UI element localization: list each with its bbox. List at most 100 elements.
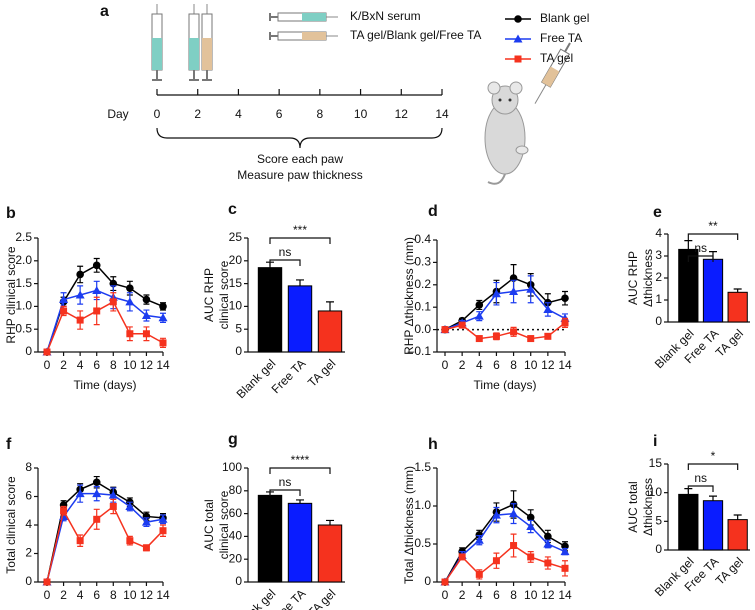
x-tick-label: 12 (140, 358, 154, 372)
marker (159, 527, 167, 535)
syringe-teal (151, 4, 163, 81)
y-tick-label: 4 (655, 226, 662, 240)
y-tick-label: 8 (25, 460, 32, 474)
marker (474, 535, 484, 544)
marker (125, 297, 135, 306)
x-tick-label: 12 (541, 588, 555, 602)
y-tick-label: 0.5 (414, 536, 431, 550)
y-axis-label: RHP clinical score (4, 246, 18, 343)
x-tick-label: TA gel (713, 326, 746, 359)
marker (526, 284, 536, 293)
panel-letter: f (6, 436, 12, 453)
error-bar (326, 301, 334, 311)
marker (159, 339, 167, 347)
y-tick-label: 1 (655, 292, 662, 306)
y-tick-label: 0 (25, 574, 32, 588)
marker (158, 514, 168, 523)
y-tick-label: 0 (655, 542, 662, 556)
y-tick-label: 20 (229, 551, 243, 565)
marker (60, 307, 68, 315)
panel-letter: c (228, 201, 237, 218)
y-tick-label: 0.0 (414, 322, 431, 336)
marker (43, 348, 51, 356)
significance-label: **** (291, 453, 310, 467)
marker (491, 289, 501, 298)
marker (59, 295, 69, 304)
y-tick-label: 0.3 (414, 255, 431, 269)
marker (109, 298, 117, 306)
timeline-tick-label: 14 (435, 107, 449, 121)
x-axis-label: Time (days) (74, 378, 137, 392)
y-tick-label: 0.5 (15, 321, 32, 335)
syringe-tan (201, 4, 213, 81)
x-tick-label: 0 (44, 358, 51, 372)
x-tick-label: 6 (93, 358, 100, 372)
legend-label: Blank gel (540, 11, 589, 25)
marker (60, 507, 68, 515)
y-axis-label: AUC total (626, 481, 640, 532)
panel-letter: h (428, 436, 438, 453)
marker (492, 557, 500, 565)
marker (458, 321, 466, 329)
y-tick-label: 2 (655, 270, 662, 284)
marker (475, 570, 483, 578)
bar (678, 493, 699, 551)
timeline-tick-label: 0 (154, 107, 161, 121)
x-tick-label: 10 (123, 358, 137, 372)
y-tick-label: 2 (25, 546, 32, 560)
y-axis-label: clinical score (217, 490, 231, 559)
bar (257, 494, 283, 583)
x-tick-label: 10 (123, 588, 137, 602)
error-bar (296, 279, 304, 286)
series-line (46, 481, 164, 583)
brace (156, 127, 443, 149)
x-tick-label: 2 (60, 358, 67, 372)
bar (727, 519, 748, 551)
x-tick-label: 14 (558, 358, 572, 372)
x-tick-label: 6 (493, 358, 500, 372)
marker (544, 332, 552, 340)
significance-bracket (269, 467, 331, 474)
x-axis-label: Time (days) (74, 608, 137, 610)
significance-bracket (687, 255, 714, 262)
significance-bracket (687, 485, 714, 492)
marker (93, 515, 101, 523)
marker (108, 490, 118, 499)
x-tick-label: TA gel (305, 586, 338, 610)
x-tick-label: 14 (558, 588, 572, 602)
significance-label: ns (694, 471, 707, 485)
marker (526, 513, 535, 522)
marker (76, 537, 84, 545)
marker (544, 559, 552, 567)
y-tick-label: 0 (424, 574, 431, 588)
y-tick-label: 0.4 (414, 232, 431, 246)
marker (526, 522, 536, 531)
y-axis-label: AUC RHP (202, 268, 216, 322)
timeline-tick-label: 6 (276, 107, 283, 121)
mouse (484, 81, 529, 185)
significance-label: * (711, 449, 716, 463)
x-tick-label: Blank gel (234, 586, 279, 610)
y-tick-label: 100 (222, 460, 242, 474)
bar (702, 258, 724, 323)
marker (75, 489, 85, 498)
x-tick-label: 4 (476, 358, 483, 372)
x-tick-label: 14 (156, 588, 170, 602)
marker (509, 287, 519, 296)
series-line (444, 512, 566, 583)
marker (441, 578, 449, 586)
x-tick-label: 0 (442, 588, 449, 602)
y-tick-label: 15 (649, 456, 663, 470)
y-axis-label: AUC RHP (626, 251, 640, 305)
timeline-tick-label: 8 (317, 107, 324, 121)
y-tick-label: 1.5 (414, 460, 431, 474)
x-tick-label: 2 (60, 588, 67, 602)
x-tick-label: 14 (156, 358, 170, 372)
y-axis-label: clinical score (217, 260, 231, 329)
y-axis-label: Total Δthickness (mm) (402, 466, 416, 584)
marker (458, 553, 466, 561)
bar (727, 291, 748, 323)
significance-label: ns (279, 475, 292, 489)
marker (543, 539, 553, 548)
